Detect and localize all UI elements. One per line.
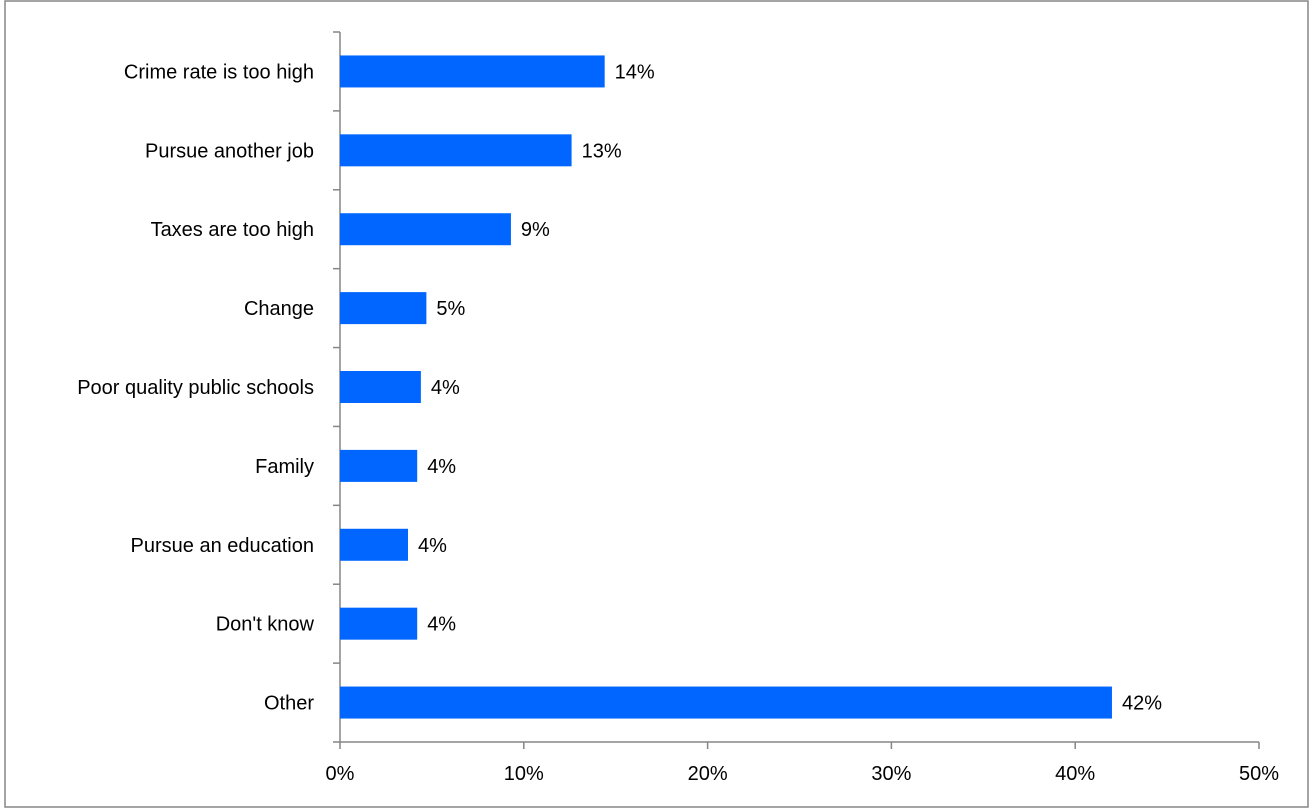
category-label: Other [264,693,314,715]
bar [340,55,605,88]
x-tick-label: 40% [1055,763,1095,785]
x-tick-label: 30% [871,763,911,785]
x-tick-label: 20% [688,763,728,785]
chart-border [4,0,1309,808]
category-label: Don't know [216,614,315,636]
bar [340,134,572,167]
x-tick-label: 10% [504,763,544,785]
data-label: 13% [582,140,622,162]
data-label: 14% [615,61,655,83]
category-label: Pursue an education [131,535,314,557]
category-label: Crime rate is too high [124,61,314,83]
plot-area: 0% 10% 20% 30% 40% 50% Crime rate is too high 1… [77,31,1279,785]
data-label: 4% [418,535,447,557]
data-label: 5% [436,298,465,320]
category-label: Poor quality public schools [77,377,314,399]
bar [340,449,418,482]
data-label: 4% [427,456,456,478]
bar [340,528,409,561]
x-tick-label: 0% [326,763,355,785]
category-label: Taxes are too high [151,219,314,241]
bar [340,292,427,325]
data-label: 4% [427,614,456,636]
bar [340,607,418,640]
bar [340,213,511,246]
bar [340,686,1112,719]
category-label: Change [244,298,314,320]
bar [340,371,421,403]
data-label: 4% [431,377,460,399]
data-label: 9% [521,219,550,241]
category-label: Pursue another job [145,140,314,162]
data-label: 42% [1122,693,1162,715]
category-label: Family [255,456,314,478]
x-tick-label: 50% [1239,763,1279,785]
